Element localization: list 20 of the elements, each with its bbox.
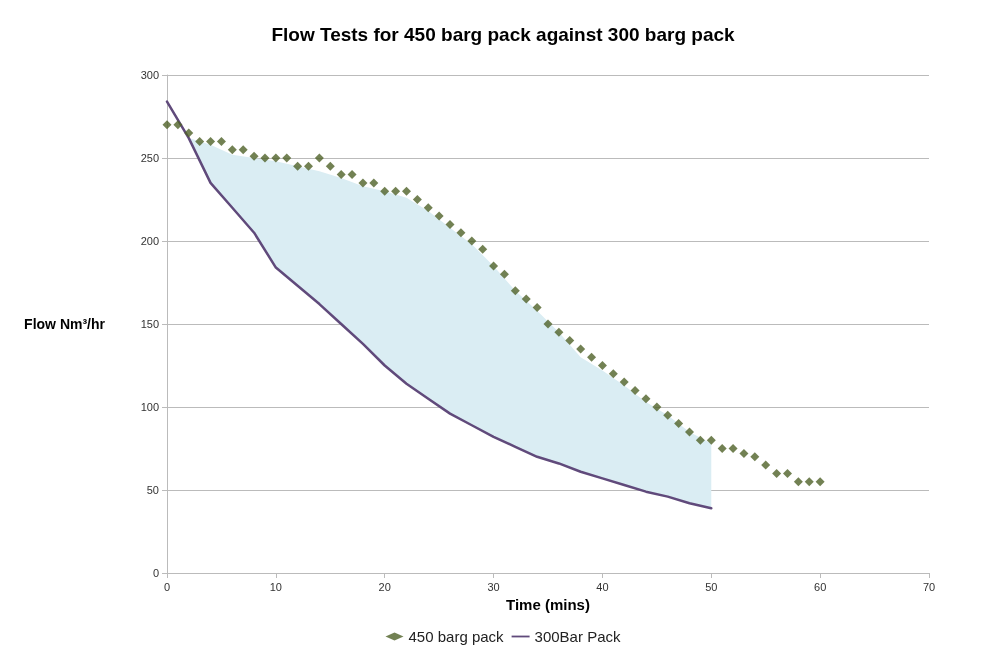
x-tick-label: 20	[378, 580, 391, 593]
y-tick-label: 100	[140, 401, 159, 413]
legend-label: 300Bar Pack	[534, 628, 621, 645]
x-tick-label: 70	[922, 580, 936, 593]
y-tick-label: 150	[140, 318, 159, 330]
y-tick-label: 0	[152, 567, 159, 579]
legend-label: 450 barg pack	[408, 628, 505, 645]
y-tick-label: 250	[140, 152, 159, 164]
x-tick-label: 10	[269, 580, 282, 593]
chart-title: Flow Tests for 450 barg pack against 300 barg pack	[271, 24, 736, 45]
y-tick-label: 200	[140, 235, 159, 247]
y-tick-label: 300	[140, 69, 159, 81]
y-tick-label: 50	[146, 484, 159, 496]
x-tick-label: 50	[705, 580, 718, 593]
x-tick-label: 40	[596, 580, 609, 593]
y-axis-title: Flow Nm³/hr	[24, 316, 106, 332]
x-tick-label: 60	[814, 580, 827, 593]
x-tick-label: 0	[163, 580, 171, 593]
x-axis-title: Time (mins)	[506, 596, 590, 613]
x-tick-label: 30	[487, 580, 500, 593]
